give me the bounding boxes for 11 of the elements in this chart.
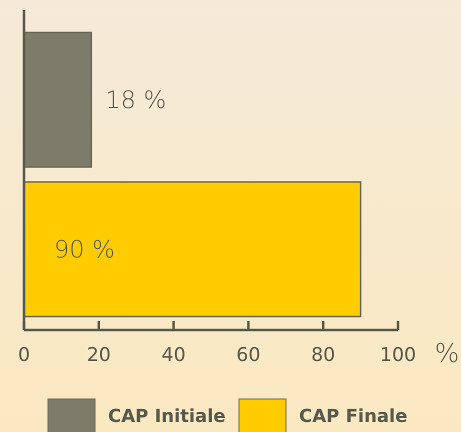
data-label: 90 % bbox=[54, 236, 115, 264]
x-tick-label: 20 bbox=[86, 344, 111, 366]
x-tick-label: 80 bbox=[311, 344, 336, 366]
legend-label: CAP Initiale bbox=[108, 406, 226, 427]
x-axis-title: % bbox=[434, 339, 460, 369]
data-label: 18 % bbox=[105, 86, 166, 114]
x-tick-label: 100 bbox=[380, 344, 416, 366]
x-tick-label: 60 bbox=[236, 344, 260, 366]
x-tick-label: 0 bbox=[18, 344, 30, 366]
x-tick-label: 40 bbox=[162, 344, 186, 366]
legend-label: CAP Finale bbox=[299, 406, 408, 427]
